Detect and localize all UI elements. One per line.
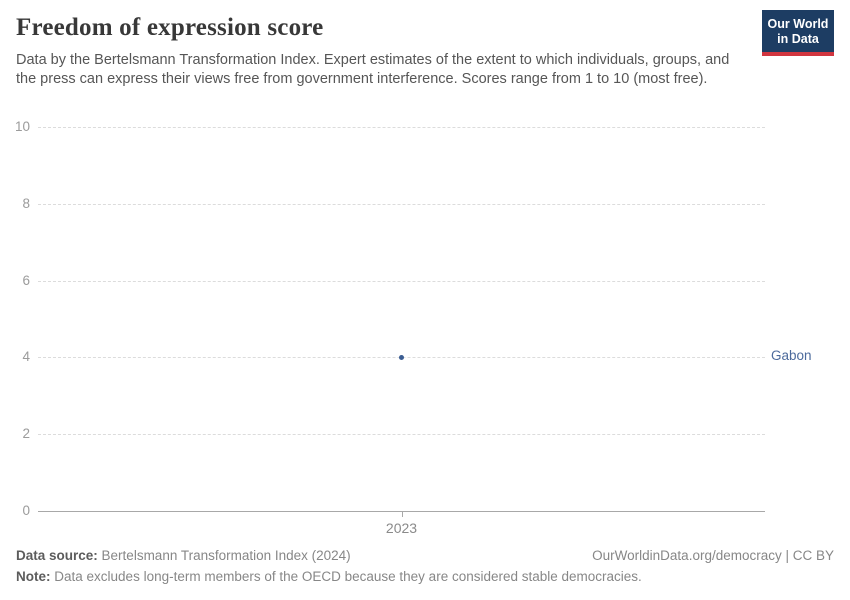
gridline: [38, 280, 765, 282]
y-tick-label: 8: [22, 195, 30, 211]
footer-license-link[interactable]: OurWorldinData.org/democracy | CC BY: [592, 548, 834, 563]
y-tick-label: 2: [22, 426, 30, 442]
gridline: [38, 127, 765, 128]
data-source-label: Data source:: [16, 548, 98, 563]
logo-line-2: in Data: [777, 32, 819, 46]
chart-header: Freedom of expression score Data by the …: [16, 10, 834, 88]
data-source-value: Bertelsmann Transformation Index (2024): [101, 548, 351, 563]
owid-logo[interactable]: Our World in Data: [762, 10, 834, 56]
chart-subtitle: Data by the Bertelsmann Transformation I…: [16, 52, 730, 87]
footer-note-label: Note:: [16, 569, 51, 584]
entity-label[interactable]: Gabon: [771, 348, 812, 364]
gridline: [38, 203, 765, 205]
gridline: [38, 434, 765, 436]
footer-note-value: Data excludes long-term members of the O…: [54, 569, 642, 584]
x-tick-mark: [401, 511, 403, 517]
footer-note: Note: Data excludes long-term members of…: [16, 569, 834, 584]
y-tick-label: 10: [14, 119, 30, 134]
chart-title: Freedom of expression score: [16, 14, 324, 41]
plot-area: 0 2 4 6 8 10 2023 Gabon: [0, 110, 850, 546]
x-tick-label: 2023: [385, 520, 418, 536]
y-tick-label: 6: [22, 272, 30, 288]
y-tick-label: 0: [22, 503, 30, 518]
logo-line-1: Our World: [767, 17, 829, 31]
y-tick-label: 4: [22, 349, 30, 365]
data-point[interactable]: [399, 354, 404, 360]
data-source: Data source: Bertelsmann Transformation …: [16, 548, 351, 563]
chart-footer: Data source: Bertelsmann Transformation …: [16, 548, 834, 584]
